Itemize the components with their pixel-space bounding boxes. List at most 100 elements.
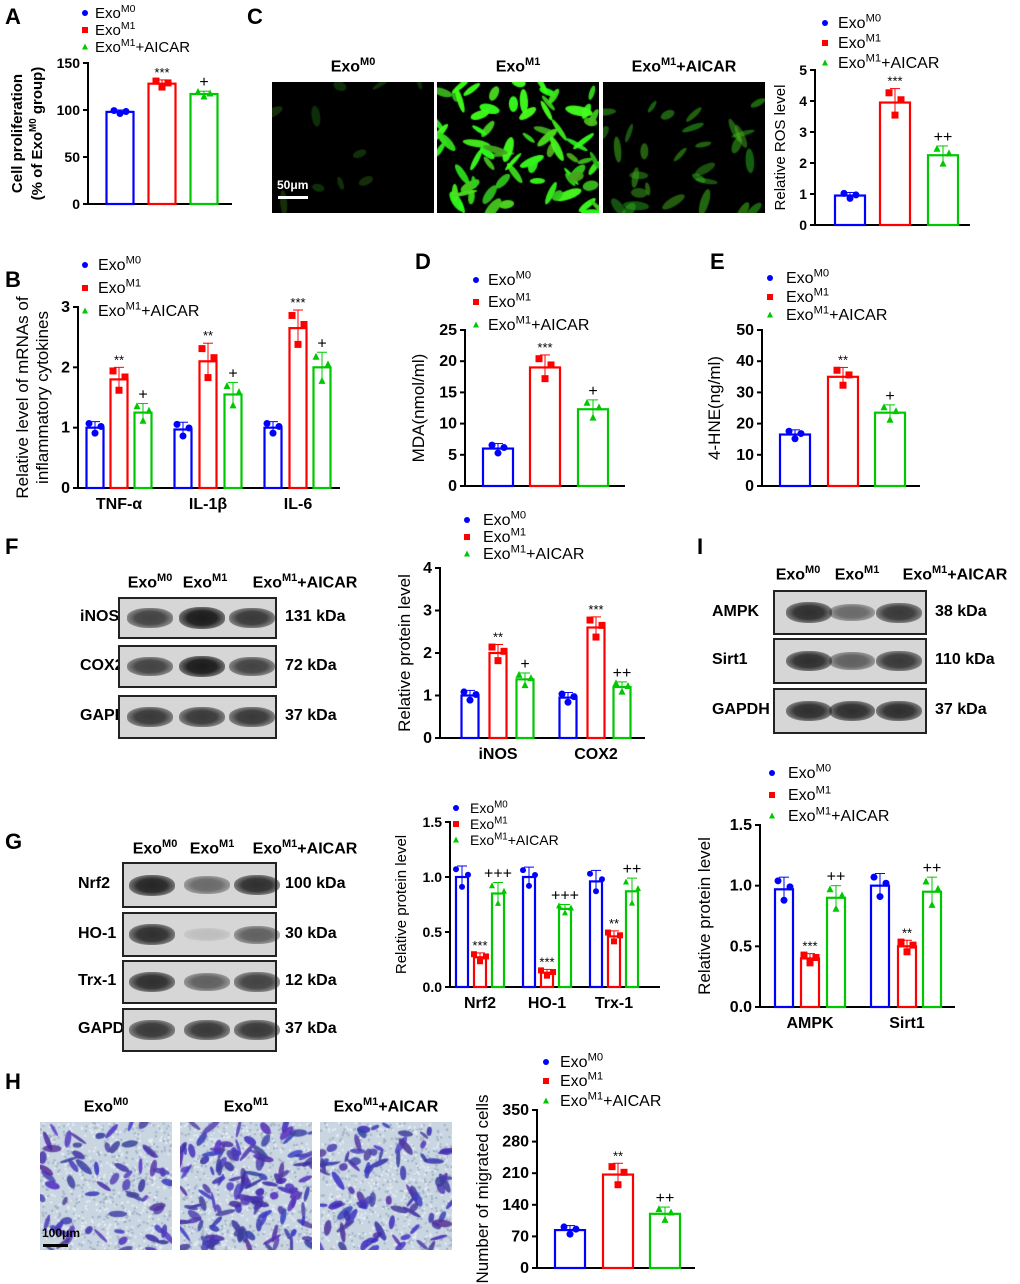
- y-axis-label: Relative protein level: [393, 835, 410, 974]
- blot-membrane: [122, 912, 280, 957]
- data-point-square: [464, 534, 470, 540]
- bar: [189, 92, 219, 206]
- data-point-circle: [466, 696, 474, 704]
- y-axis-label: 4-HNE(ng/ml): [705, 356, 724, 460]
- bar: [85, 426, 105, 490]
- molecular-weight-label: 37 kDa: [285, 1020, 337, 1037]
- data-point-triangle: [838, 891, 846, 899]
- lane-header: ExoM1+AICAR: [903, 564, 1008, 584]
- protein-band: [786, 650, 832, 672]
- y-label-segment: group): [29, 67, 46, 119]
- label-suffix: +AICAR: [135, 39, 190, 56]
- label-sup: M1: [661, 56, 677, 68]
- data-point-square: [500, 647, 508, 655]
- group-label: ExoM1: [95, 20, 136, 39]
- group-label: ExoM1: [483, 527, 526, 546]
- blot-row-label: AMPK: [712, 602, 760, 620]
- category-label: IL-6: [284, 496, 313, 513]
- data-point-triangle: [495, 899, 501, 906]
- data-point-square: [592, 633, 600, 641]
- label-base: Exo: [488, 272, 516, 289]
- data-point-triangle: [886, 415, 894, 423]
- data-point-square: [909, 941, 917, 949]
- blot-membrane: [773, 688, 927, 734]
- label-suffix: +AICAR: [141, 303, 199, 320]
- data-point-triangle: [312, 352, 320, 360]
- label-base: Exo: [902, 566, 933, 584]
- bar: [825, 896, 847, 1009]
- significance-label: ***: [537, 340, 552, 355]
- data-point-square: [288, 311, 296, 319]
- data-point-triangle: [939, 159, 947, 167]
- label-sup: M1: [363, 1096, 379, 1108]
- y-label-segment: Relative level of mRNAs of: [13, 296, 32, 498]
- panel-letter-F: F: [5, 534, 18, 559]
- data-point-triangle: [623, 878, 629, 885]
- molecular-weight-label: 37 kDa: [935, 701, 987, 718]
- panel-letter-C: C: [247, 4, 263, 29]
- group-label: ExoM1: [470, 815, 508, 832]
- data-point-square: [891, 111, 899, 119]
- blot-membrane: [773, 638, 927, 684]
- data-point-square: [550, 969, 556, 976]
- data-point-circle: [564, 698, 572, 706]
- image-label: ExoM0: [84, 1096, 129, 1116]
- label-base: Exo: [483, 529, 511, 546]
- data-point-triangle: [618, 687, 626, 695]
- data-point-square: [903, 948, 911, 956]
- data-point-circle: [876, 893, 884, 901]
- bar: [147, 82, 177, 206]
- label-base: Exo: [786, 270, 814, 287]
- bar: [488, 651, 508, 740]
- data-point-circle: [91, 429, 99, 437]
- y-tick-label: 50: [64, 149, 80, 165]
- y-tick-label: 150: [57, 55, 81, 71]
- group-label: ExoM0: [488, 270, 531, 289]
- data-point-circle: [558, 690, 566, 698]
- label-suffix: +AICAR: [297, 840, 358, 858]
- bar: [878, 101, 912, 227]
- label-sup: M1: [494, 815, 508, 826]
- data-point-square: [473, 299, 479, 305]
- panel-letter-D: D: [415, 249, 431, 274]
- y-axis-label: Cell proliferation: [9, 74, 26, 193]
- data-point-triangle: [223, 382, 231, 390]
- significance-label: ***: [588, 602, 603, 617]
- label-base: Exo: [83, 1098, 114, 1116]
- data-point-circle: [593, 888, 599, 895]
- label-base: Exo: [95, 22, 121, 39]
- significance-label: +: [588, 383, 597, 400]
- data-point-circle: [460, 688, 468, 696]
- protein-band: [786, 602, 832, 623]
- blot-row-label: GAPDH: [78, 1020, 136, 1037]
- panel-letter-E: E: [710, 249, 725, 274]
- blot-membrane: [118, 695, 277, 739]
- data-point-triangle: [473, 321, 479, 328]
- protein-band: [876, 602, 922, 623]
- bar: [133, 411, 153, 490]
- y-axis-label: Relative protein level: [395, 574, 414, 732]
- data-point-triangle: [922, 877, 930, 885]
- data-point-triangle: [624, 681, 632, 689]
- y-tick-label: 0: [448, 478, 457, 495]
- data-point-square: [885, 89, 893, 97]
- y-label-segment: Relative protein level: [695, 837, 714, 995]
- protein-band: [184, 876, 230, 894]
- y-tick-label: 280: [502, 1134, 529, 1151]
- protein-band: [184, 973, 230, 991]
- significance-label: **: [493, 630, 503, 645]
- scale-bar-label: 100μm: [42, 1226, 81, 1240]
- data-point-triangle: [206, 89, 214, 97]
- significance-label: +: [885, 388, 894, 405]
- significance-label: +: [138, 387, 147, 404]
- label-sup: M0: [121, 3, 136, 15]
- data-point-square: [608, 1163, 616, 1171]
- label-base: Exo: [560, 1073, 588, 1090]
- label-sup: M1: [932, 564, 948, 576]
- label-sup: M1: [126, 278, 142, 290]
- data-point-square: [767, 294, 773, 300]
- data-point-triangle: [139, 416, 147, 424]
- y-tick-label: 5: [799, 62, 807, 78]
- significance-label: ++: [923, 860, 942, 877]
- label-sup: M1: [511, 527, 527, 539]
